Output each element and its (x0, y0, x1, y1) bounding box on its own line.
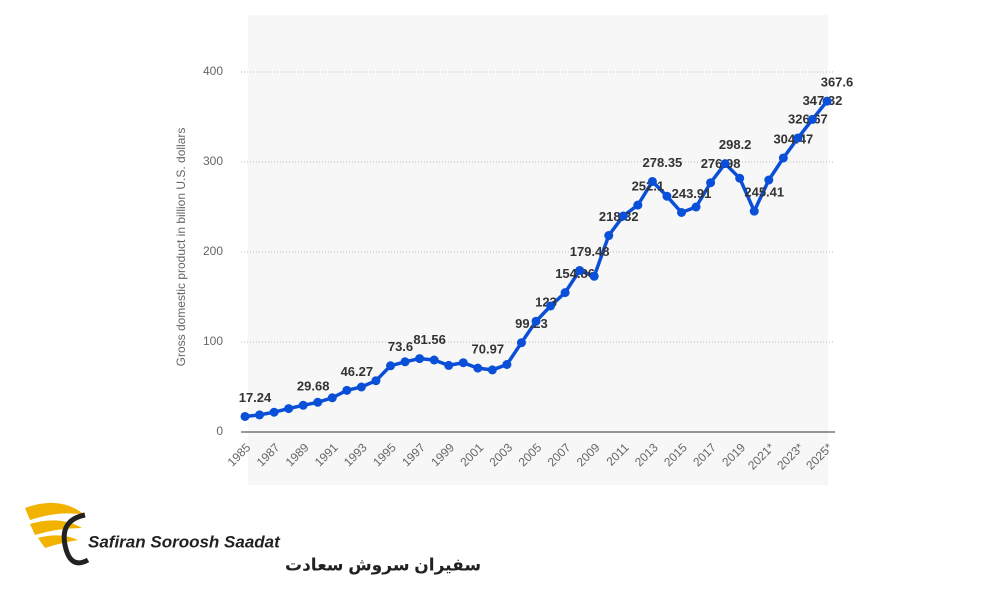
point (560, 288, 570, 298)
point (516, 338, 526, 348)
point (793, 133, 803, 143)
value-label: 81.56 (413, 332, 446, 347)
value-label: 99.23 (515, 316, 548, 331)
logo: Safiran Soroosh Saadat سفیران سروش سعادت (25, 502, 481, 575)
logo-wings (25, 502, 85, 548)
point (778, 153, 788, 163)
point (386, 361, 395, 371)
point (662, 191, 672, 201)
value-label: 298.2 (719, 137, 752, 152)
point (807, 114, 817, 124)
value-label: 17.24 (239, 390, 272, 405)
point (546, 301, 556, 311)
point (691, 202, 701, 212)
logo-name-fa: سفیران سروش سعادت (285, 555, 481, 575)
point (604, 231, 614, 241)
point (749, 206, 759, 216)
value-label: 304.47 (773, 131, 813, 146)
point (575, 265, 585, 275)
value-label: 252.1 (632, 179, 665, 194)
logo-name: Safiran Soroosh Saadat (88, 532, 281, 551)
point (342, 385, 352, 395)
point (400, 357, 410, 367)
value-label: 245.41 (744, 185, 784, 200)
point (764, 175, 774, 185)
point (429, 355, 439, 365)
point (313, 397, 323, 407)
point (371, 376, 381, 386)
value-label: 347.32 (803, 93, 843, 108)
point (487, 365, 497, 375)
y-tick-label: 300 (203, 154, 223, 168)
point (269, 407, 279, 417)
plot-background (248, 15, 828, 485)
point (706, 178, 716, 188)
value-label: 367.6 (821, 75, 854, 90)
value-label: 326.67 (788, 111, 828, 126)
point (356, 382, 366, 392)
point (618, 211, 628, 221)
value-label: 218.32 (599, 209, 639, 224)
point (255, 410, 265, 420)
value-label: 154.86 (555, 266, 595, 281)
point (822, 96, 832, 106)
point (415, 354, 425, 364)
value-label: 29.68 (297, 379, 330, 394)
point (444, 360, 454, 370)
value-label: 70.97 (472, 342, 505, 357)
point (677, 207, 686, 217)
y-tick-label: 200 (203, 244, 223, 258)
value-label: 278.35 (643, 155, 683, 170)
point (647, 176, 657, 186)
point (327, 393, 337, 403)
y-tick-label: 0 (216, 424, 223, 438)
point (531, 316, 541, 326)
value-label: 243.91 (672, 186, 712, 201)
point (735, 173, 745, 183)
point (298, 400, 308, 410)
logo-swan (61, 512, 90, 566)
point (284, 404, 294, 414)
value-label: 179.48 (570, 244, 610, 259)
point (502, 360, 512, 369)
point (458, 358, 468, 368)
y-tick-label: 100 (203, 334, 223, 348)
point (589, 271, 599, 281)
y-axis-label: Gross domestic product in billion U.S. d… (174, 128, 188, 367)
value-label: 46.27 (341, 364, 374, 379)
point (473, 363, 483, 373)
y-tick-label: 400 (203, 64, 223, 78)
point (720, 159, 730, 169)
point (633, 200, 643, 210)
value-label: 276.98 (701, 156, 741, 171)
point (240, 411, 250, 421)
value-label: 73.6 (388, 339, 413, 354)
